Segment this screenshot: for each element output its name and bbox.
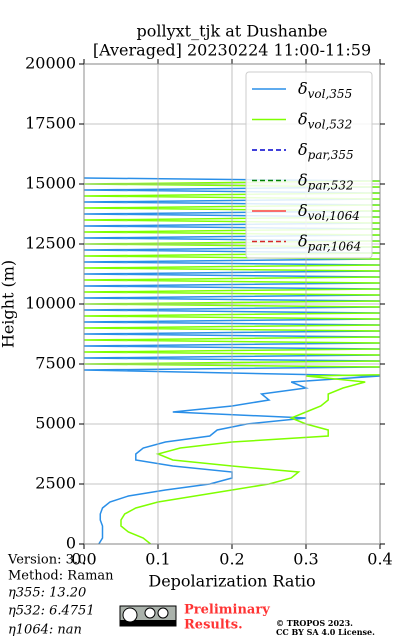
legend-label: δpar,532 bbox=[298, 170, 354, 192]
cc-badge bbox=[119, 605, 177, 627]
footer-eta: η1064: nan bbox=[8, 623, 82, 638]
legend-label: δvol,355 bbox=[298, 79, 352, 101]
legend-label: δpar,355 bbox=[298, 140, 354, 162]
plot-area bbox=[84, 177, 380, 544]
footer-version: Version: 3.0 bbox=[7, 553, 86, 568]
profile-line bbox=[84, 180, 380, 544]
profile-line bbox=[84, 177, 380, 544]
legend-label: δvol,532 bbox=[298, 109, 352, 131]
copyright: © TROPOS 2023. bbox=[276, 618, 353, 628]
y-axis-label: Height (m) bbox=[0, 260, 18, 348]
x-tick-label: 0.3 bbox=[293, 550, 318, 569]
y-tick-label: 17500 bbox=[25, 114, 76, 133]
copyright: CC BY SA 4.0 License. bbox=[276, 627, 375, 637]
footer-eta: η532: 6.4751 bbox=[8, 604, 95, 619]
x-tick-label: 0.2 bbox=[219, 550, 244, 569]
y-tick-label: 7500 bbox=[35, 354, 76, 373]
preliminary-note: Results. bbox=[184, 618, 243, 633]
y-tick-label: 2500 bbox=[35, 474, 76, 493]
y-tick-label: 15000 bbox=[25, 174, 76, 193]
x-tick-label: 0.0 bbox=[71, 550, 96, 569]
x-axis-label: Depolarization Ratio bbox=[148, 572, 315, 591]
x-tick-label: 0.1 bbox=[145, 550, 170, 569]
legend-label: δvol,1064 bbox=[298, 201, 360, 223]
preliminary-note: Preliminary bbox=[184, 603, 270, 618]
y-tick-label: 20000 bbox=[25, 54, 76, 73]
chart-subtitle: [Averaged] 20230224 11:00-11:59 bbox=[93, 41, 371, 60]
x-tick-label: 0.4 bbox=[367, 550, 392, 569]
footer-eta: η355: 13.20 bbox=[8, 586, 86, 601]
y-tick-label: 0 bbox=[66, 534, 76, 553]
y-tick-label: 5000 bbox=[35, 414, 76, 433]
y-tick-label: 10000 bbox=[25, 294, 76, 313]
y-tick-label: 12500 bbox=[25, 234, 76, 253]
chart-title: pollyxt_tjk at Dushanbe bbox=[136, 22, 327, 41]
footer-method: Method: Raman bbox=[8, 569, 114, 584]
legend-label: δpar,1064 bbox=[298, 231, 361, 253]
